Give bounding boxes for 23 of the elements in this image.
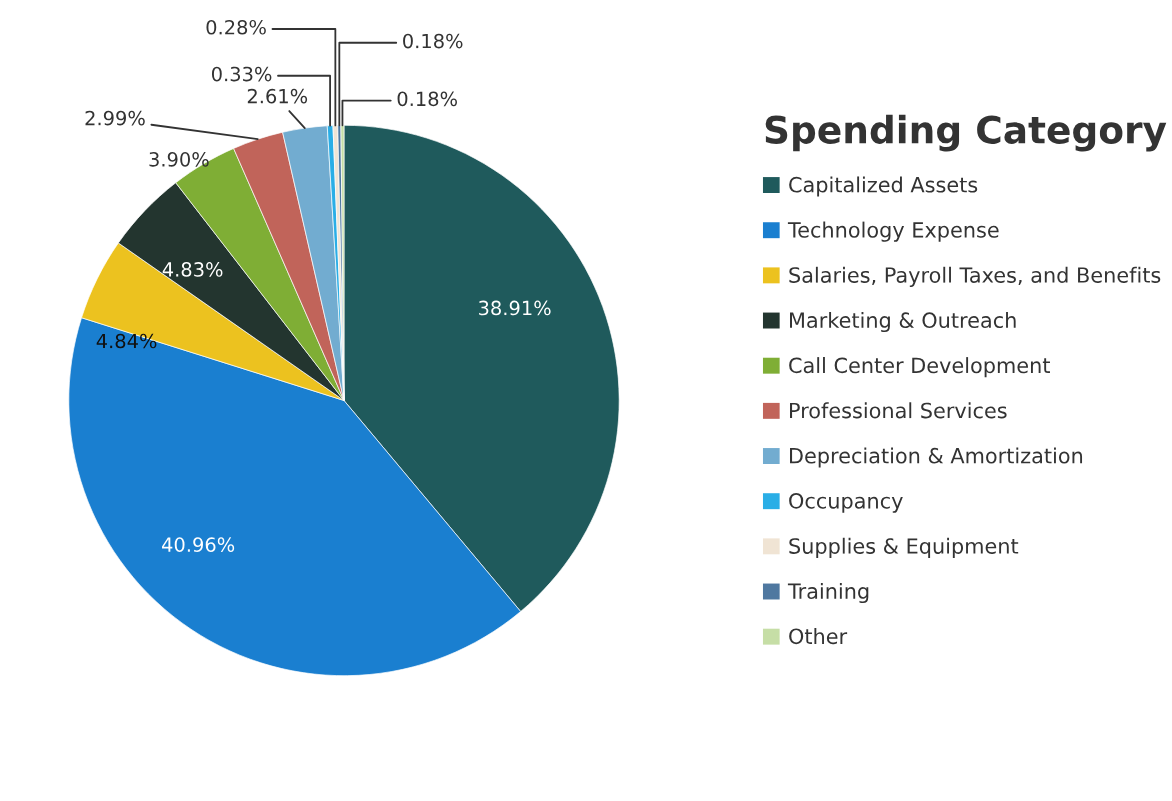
legend-label: Call Center Development (789, 357, 1050, 378)
data-label: 3.90% (149, 152, 209, 167)
data-label: 38.91% (479, 300, 551, 316)
legend-label: Depreciation & Amortization (790, 447, 1083, 468)
legend-label: Marketing & Outreach (790, 311, 1016, 333)
data-label: 0.33% (211, 66, 272, 82)
data-label: 2.61% (247, 88, 308, 104)
data-label: 0.18% (397, 91, 457, 107)
legend-label: Other (789, 628, 848, 645)
legend-label: Training (787, 582, 869, 604)
legend-title: Spending Category (765, 114, 1167, 152)
data-label: 0.28% (206, 19, 266, 35)
data-label: 40.96% (162, 537, 235, 552)
legend-label: Capitalized Assets (789, 176, 978, 197)
data-label: 4.83% (162, 262, 223, 277)
legend-label: Occupancy (789, 492, 903, 513)
legend-label: Supplies & Equipment (789, 537, 1019, 558)
legend-label: Salaries, Payroll Taxes, and Benefits (789, 266, 1161, 287)
data-label: 4.84% (96, 333, 157, 349)
legend-label: Technology Expense (787, 221, 999, 242)
data-label: 2.99% (85, 110, 145, 126)
legend-label: Professional Services (790, 402, 1007, 419)
data-label: 0.18% (403, 33, 463, 49)
